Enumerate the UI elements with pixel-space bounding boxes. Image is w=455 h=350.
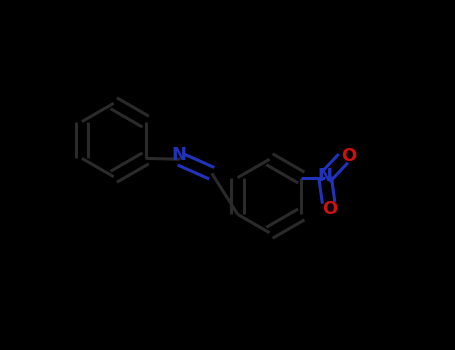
Text: N: N [171, 146, 186, 164]
Text: O: O [341, 147, 357, 165]
Text: N: N [318, 167, 333, 185]
Text: O: O [322, 200, 337, 218]
